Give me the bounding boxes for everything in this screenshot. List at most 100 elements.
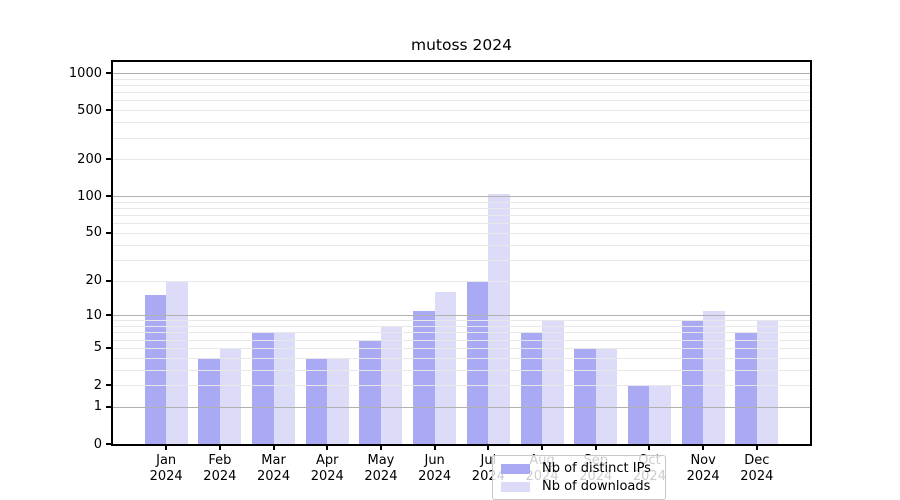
y-tick-mark-200 (106, 158, 111, 161)
minor-gridline-60 (113, 223, 810, 225)
bar-downloads-oct (649, 385, 671, 444)
bar-downloads-feb (219, 347, 242, 444)
minor-gridline-2 (113, 385, 810, 386)
y-tick-label-1: 1 (93, 399, 102, 415)
legend-label-distinct-ips: Nb of distinct IPs (542, 461, 651, 476)
bar-distinct-ips-apr (305, 357, 328, 444)
chart-title: mutoss 2024 (410, 36, 512, 54)
y-tick-mark-500 (106, 109, 111, 112)
minor-gridline-70 (113, 215, 810, 217)
bar-distinct-ips-sep (574, 347, 596, 444)
bar-distinct-ips-mar (252, 332, 274, 444)
bar-distinct-ips-may (359, 339, 381, 444)
minor-gridline-500 (113, 110, 810, 112)
y-tick-label-200: 200 (77, 151, 102, 167)
x-tick-label-feb: Feb 2024 (203, 453, 237, 484)
legend: Nb of distinct IPs Nb of downloads (492, 455, 666, 500)
bar-downloads-dec (756, 320, 779, 444)
minor-gridline-700 (113, 92, 810, 94)
minor-gridline-800 (113, 84, 810, 86)
y-tick-mark-2 (106, 384, 111, 386)
bar-distinct-ips-dec (735, 332, 757, 444)
x-tick-mark-sep (594, 446, 597, 450)
major-gridline-1000 (113, 73, 810, 75)
bar-distinct-ips-jun (413, 310, 435, 444)
x-tick-label-apr: Apr 2024 (310, 453, 344, 484)
minor-gridline-7 (113, 332, 810, 334)
x-tick-label-mar: Mar 2024 (257, 453, 291, 484)
x-tick-label-jan: Jan 2024 (149, 453, 183, 484)
legend-swatch-distinct-ips-icon (501, 463, 530, 474)
minor-gridline-600 (113, 100, 810, 102)
y-tick-label-2: 2 (93, 377, 102, 393)
bar-distinct-ips-nov (681, 320, 704, 444)
y-tick-mark-50 (106, 231, 111, 234)
bar-downloads-sep (595, 347, 618, 444)
minor-gridline-40 (113, 244, 810, 246)
y-tick-mark-1000 (106, 72, 111, 75)
y-tick-label-0: 0 (93, 436, 102, 452)
major-gridline-100 (113, 196, 810, 198)
x-tick-mark-feb (218, 446, 221, 450)
y-tick-mark-100 (106, 195, 111, 198)
x-tick-mark-apr (326, 446, 329, 450)
minor-gridline-20 (113, 280, 810, 282)
bar-downloads-aug (542, 320, 564, 444)
y-tick-label-20: 20 (85, 273, 102, 289)
x-tick-mark-mar (272, 446, 275, 450)
bar-downloads-jun (434, 291, 457, 444)
minor-gridline-90 (113, 201, 810, 203)
minor-gridline-6 (113, 339, 810, 341)
y-tick-mark-5 (106, 346, 111, 349)
minor-gridline-80 (113, 208, 810, 210)
bar-downloads-jan (166, 280, 188, 444)
bar-distinct-ips-oct (627, 385, 650, 444)
x-tick-label-nov: Nov 2024 (686, 453, 720, 484)
y-tick-label-500: 500 (77, 102, 102, 118)
x-tick-mark-jul (487, 446, 490, 450)
minor-gridline-3 (113, 369, 810, 371)
x-tick-mark-jan (165, 446, 168, 450)
x-tick-mark-nov (702, 446, 705, 450)
y-tick-label-10: 10 (85, 307, 102, 323)
major-gridline-10 (113, 315, 810, 317)
major-gridline-1 (113, 406, 810, 408)
plot-area: Nb of distinct IPs Nb of downloads (111, 60, 812, 500)
bar-distinct-ips-aug (520, 332, 543, 444)
x-tick-mark-oct (648, 446, 651, 450)
minor-gridline-8 (113, 326, 810, 327)
y-tick-mark-10 (106, 314, 111, 317)
legend-swatch-downloads-icon (501, 481, 530, 492)
minor-gridline-300 (113, 137, 810, 139)
x-tick-label-may: May 2024 (364, 453, 398, 484)
x-tick-mark-may (379, 446, 382, 450)
minor-gridline-9 (113, 320, 810, 322)
y-tick-label-1000: 1000 (68, 65, 102, 81)
x-tick-mark-jun (433, 446, 436, 450)
y-tick-label-5: 5 (93, 340, 102, 356)
legend-entry-distinct-ips: Nb of distinct IPs (501, 461, 651, 476)
minor-gridline-200 (113, 159, 810, 161)
bar-downloads-mar (273, 332, 296, 444)
x-tick-mark-aug (541, 446, 544, 450)
y-tick-mark-20 (106, 279, 111, 282)
minor-gridline-5 (113, 347, 810, 349)
y-tick-mark-1 (106, 405, 111, 408)
legend-entry-downloads: Nb of downloads (501, 479, 651, 494)
x-tick-label-dec: Dec 2024 (740, 453, 774, 484)
x-tick-mark-dec (755, 446, 758, 450)
x-tick-label-jun: Jun 2024 (418, 453, 452, 484)
bar-downloads-jul (488, 194, 510, 444)
minor-gridline-50 (113, 232, 810, 234)
minor-gridline-900 (113, 78, 810, 80)
bar-downloads-nov (703, 310, 725, 444)
minor-gridline-400 (113, 122, 810, 124)
y-tick-mark-0 (106, 443, 111, 445)
bar-downloads-apr (327, 357, 349, 444)
bar-distinct-ips-jul (466, 280, 489, 444)
bar-distinct-ips-feb (198, 357, 220, 444)
legend-label-downloads: Nb of downloads (542, 479, 651, 494)
y-tick-label-100: 100 (77, 188, 102, 204)
y-tick-label-50: 50 (85, 225, 102, 241)
